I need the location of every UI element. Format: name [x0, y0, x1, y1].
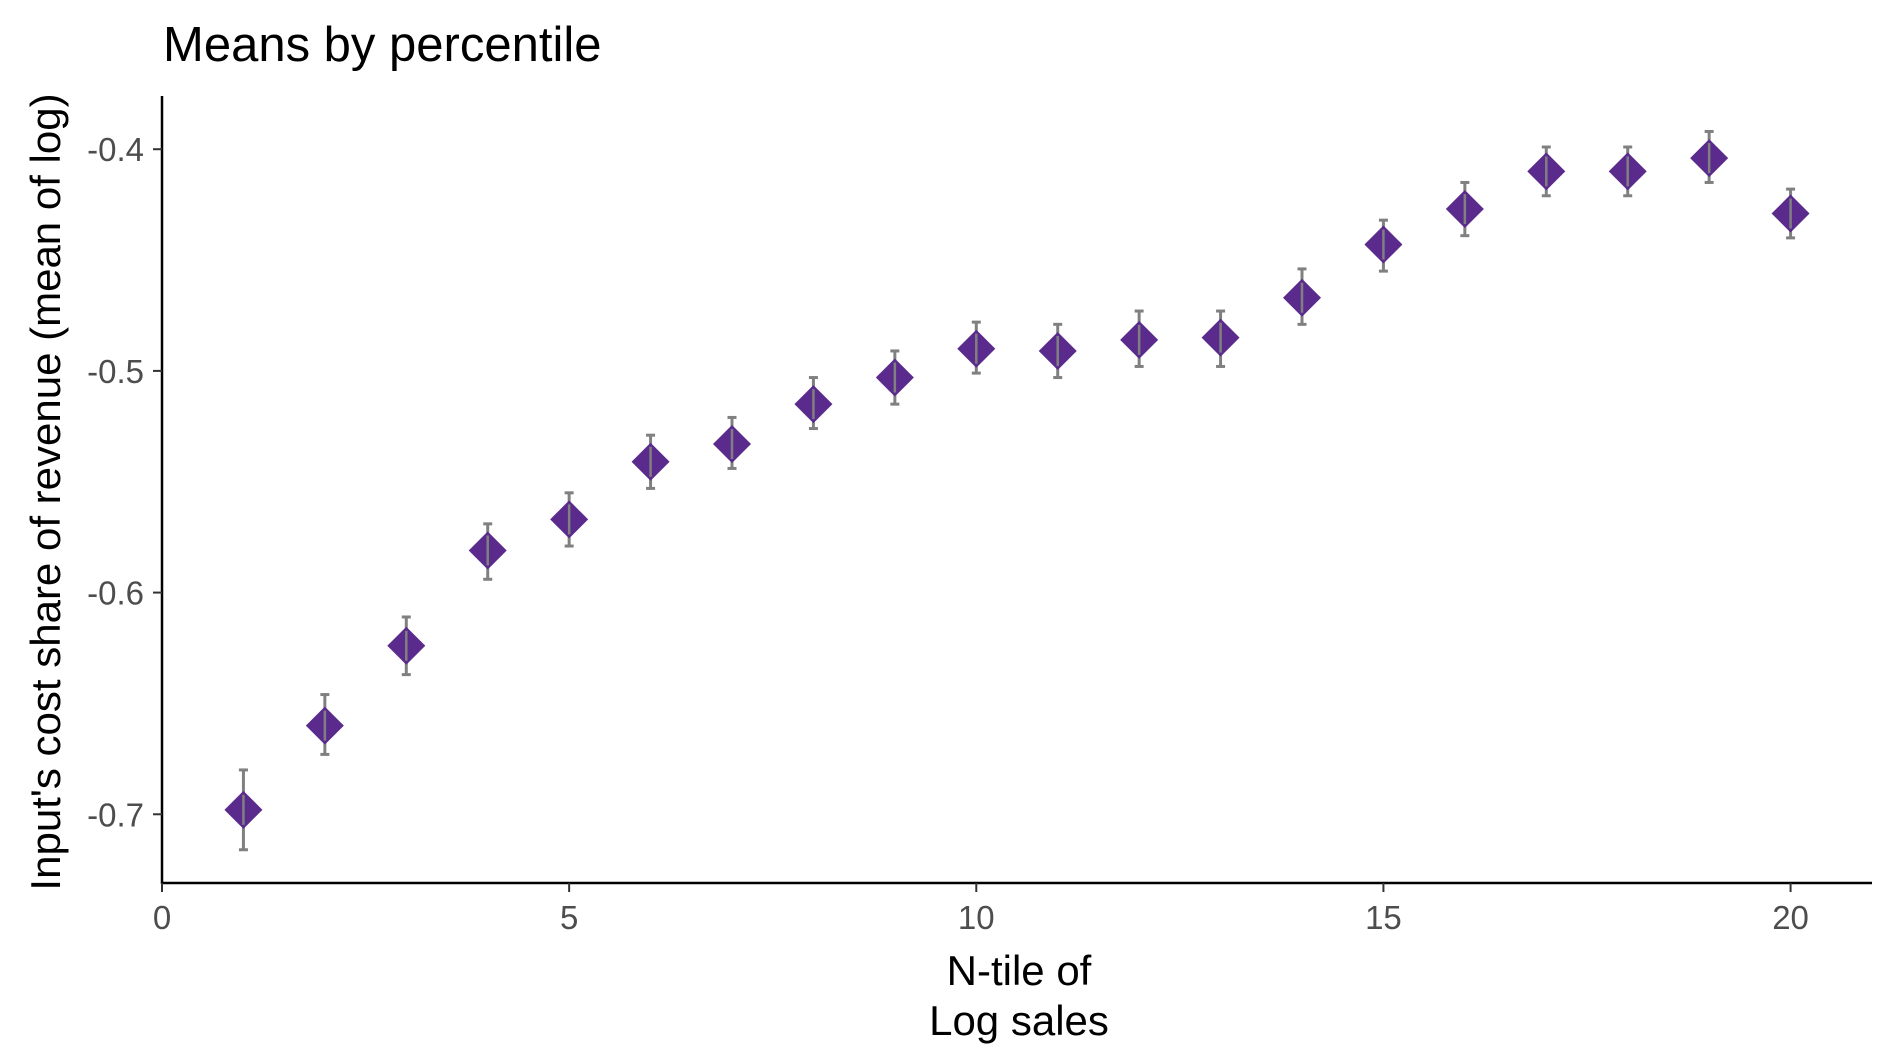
x-tick-label: 5 [560, 899, 578, 936]
x-tick-label: 10 [958, 899, 995, 936]
y-tick-label: -0.4 [87, 131, 144, 168]
axis-ticks: 0 5 10 15 20 -0.7 -0.6 -0.5 -0.4 [87, 131, 1809, 936]
axes [160, 96, 1872, 885]
y-axis-title-group: Input's cost share of revenue (mean of l… [22, 93, 69, 890]
chart-title: Means by percentile [163, 18, 602, 72]
x-tick-label: 20 [1772, 899, 1809, 936]
x-axis-title-line-1: N-tile of [947, 947, 1092, 994]
x-tick-label: 0 [153, 899, 171, 936]
error-bars [238, 129, 1796, 852]
y-tick-label: -0.6 [87, 575, 144, 612]
data-points [224, 139, 1810, 829]
x-axis-title-line-2: Log sales [929, 997, 1109, 1044]
y-axis-title: Input's cost share of revenue (mean of l… [22, 93, 69, 890]
y-tick-label: -0.7 [87, 796, 144, 833]
y-tick-label: -0.5 [87, 353, 144, 390]
x-tick-label: 15 [1365, 899, 1402, 936]
